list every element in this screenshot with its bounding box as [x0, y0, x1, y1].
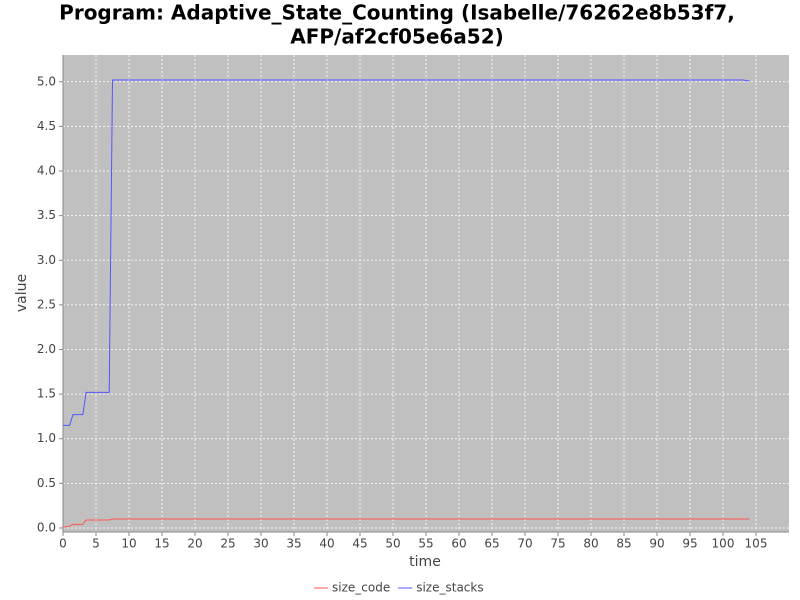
x-tick-label: 10 — [121, 537, 136, 551]
x-tick-label: 95 — [682, 537, 697, 551]
legend-label: size_stacks — [416, 581, 483, 595]
series-line — [62, 518, 750, 528]
y-tick-label: 0.0 — [37, 520, 56, 534]
x-tick-label: 80 — [583, 537, 598, 551]
series-line — [63, 79, 750, 426]
x-tick-label: 90 — [649, 537, 664, 551]
y-tick-label: 4.0 — [37, 164, 56, 178]
x-tick-label: 85 — [616, 537, 631, 551]
x-tick-label: 65 — [484, 537, 499, 551]
x-tick-label: 25 — [220, 537, 235, 551]
x-tick-label: 5 — [92, 537, 100, 551]
x-tick-label: 40 — [319, 537, 334, 551]
x-tick-label: 0 — [59, 537, 67, 551]
y-tick-label: 0.5 — [37, 476, 56, 490]
x-tick-label: 30 — [253, 537, 268, 551]
x-tick-label: 35 — [286, 537, 301, 551]
x-axis-label: time — [409, 554, 441, 570]
y-tick-label: 2.0 — [37, 342, 56, 356]
y-tick-label: 2.5 — [37, 297, 56, 311]
x-tick-label: 45 — [352, 537, 367, 551]
y-tick-label: 3.0 — [37, 253, 56, 267]
legend-label: size_code — [332, 581, 390, 595]
chart-title: Program: Adaptive_State_Counting (Isabel… — [59, 1, 735, 25]
y-axis-label: value — [14, 274, 30, 312]
chart-title: AFP/af2cf05e6a52) — [290, 25, 504, 49]
y-tick-label: 4.5 — [37, 119, 56, 133]
x-tick-label: 55 — [418, 537, 433, 551]
x-tick-label: 70 — [517, 537, 532, 551]
x-tick-label: 20 — [187, 537, 202, 551]
x-tick-label: 50 — [385, 537, 400, 551]
y-tick-label: 5.0 — [37, 74, 56, 88]
x-tick-label: 15 — [154, 537, 169, 551]
y-tick-label: 3.5 — [37, 208, 56, 222]
x-tick-label: 105 — [745, 537, 768, 551]
x-tick-label: 75 — [550, 537, 565, 551]
y-tick-label: 1.0 — [37, 431, 56, 445]
x-tick-label: 60 — [451, 537, 466, 551]
y-tick-label: 1.5 — [37, 387, 56, 401]
x-tick-label: 100 — [712, 537, 735, 551]
